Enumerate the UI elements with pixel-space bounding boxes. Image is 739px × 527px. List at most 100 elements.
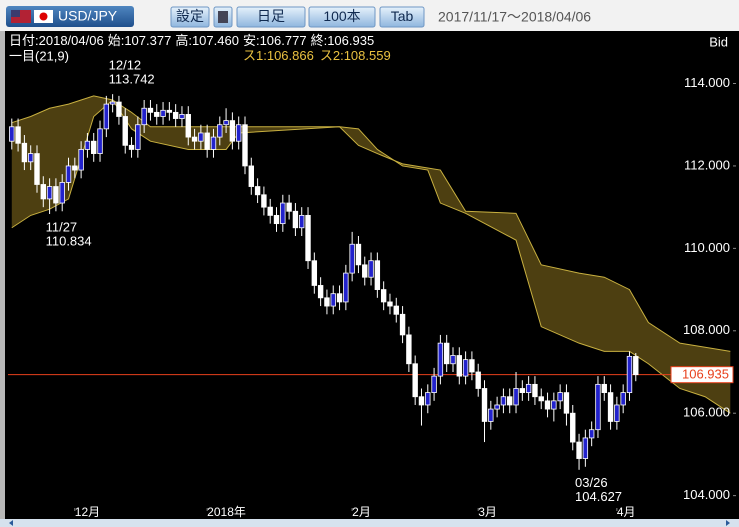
value: 2018/04/06	[39, 33, 104, 48]
price-label-box	[670, 366, 734, 384]
candle-body	[431, 375, 437, 394]
button-label[interactable]: 設定	[176, 8, 204, 24]
candle-body	[267, 206, 273, 216]
candle-body	[507, 396, 513, 406]
jp-flag-sun	[39, 12, 48, 21]
candle-body	[450, 355, 456, 365]
candle-body	[336, 293, 343, 303]
candle-body	[59, 182, 65, 204]
candle-body	[311, 260, 318, 286]
x-tick-label: 2018年	[207, 505, 246, 519]
candle-body	[595, 383, 601, 431]
candle-body	[525, 383, 532, 394]
candle-body	[425, 392, 431, 406]
candle-body	[46, 186, 53, 200]
candle-body	[563, 392, 570, 414]
candle-body	[217, 124, 223, 138]
header-quote: 日付:2018/04/06 始:107.377 高:107.460 安:106.777…	[9, 33, 374, 48]
label: ス1:	[243, 48, 267, 63]
candle-body	[607, 392, 614, 422]
candle-body	[273, 214, 280, 225]
annotation-date: 11/27	[46, 219, 78, 234]
candle-body	[481, 388, 488, 422]
scrollbar[interactable]	[0, 519, 739, 527]
label: 安:	[243, 33, 260, 48]
candle-body	[160, 109, 166, 117]
candle-body	[286, 202, 292, 212]
value: 107.377	[124, 33, 171, 48]
candle-body	[235, 124, 242, 142]
candle-body	[387, 301, 393, 307]
candle-body	[147, 107, 154, 113]
candle-body	[488, 408, 494, 422]
price-label: 106.935	[682, 367, 729, 382]
candle-body	[601, 383, 607, 394]
candle-body	[551, 400, 557, 410]
button-label[interactable]: 100本	[323, 8, 360, 24]
candle-body	[544, 400, 551, 410]
value: 107.460	[192, 33, 239, 48]
candle-body	[185, 114, 191, 138]
candle-body	[135, 124, 141, 150]
settings-button[interactable]	[170, 6, 210, 28]
candle-body	[532, 383, 538, 398]
candle-body	[557, 392, 563, 402]
candle-body	[324, 297, 330, 307]
candle-body	[475, 371, 481, 389]
candle-body	[84, 140, 91, 150]
candle-body	[116, 101, 122, 117]
candle-body	[91, 140, 97, 154]
candle-body	[122, 116, 128, 146]
calculator-icon	[218, 11, 228, 23]
candle-body	[248, 165, 254, 187]
cloud-fill	[11, 95, 731, 414]
candle-body	[582, 437, 589, 459]
candle-body	[614, 404, 620, 422]
candle-body	[210, 136, 217, 150]
candle-body	[97, 128, 103, 154]
value: 106.777	[260, 33, 307, 48]
candle-body	[299, 214, 305, 229]
y-tick-label: 110.000	[684, 240, 730, 255]
label: 終:	[311, 33, 328, 48]
candle-body	[72, 165, 78, 171]
candle-body	[633, 356, 639, 376]
y-tick-label: 104.000	[683, 487, 730, 502]
candle-body	[27, 153, 34, 163]
candle-body	[494, 404, 500, 410]
candle-body	[179, 114, 185, 119]
period-button[interactable]	[236, 6, 306, 28]
candle-body	[109, 101, 116, 105]
candle-body	[317, 285, 324, 299]
count-button[interactable]	[308, 6, 376, 28]
candle-body	[620, 392, 626, 406]
candle-body	[40, 184, 46, 200]
candle-body	[78, 149, 84, 171]
annotation-value: 110.834	[46, 233, 92, 248]
symbol[interactable]: USD/JPY	[58, 8, 118, 24]
candle-body	[412, 363, 418, 398]
candle-body	[242, 124, 248, 167]
candle-body	[343, 272, 349, 303]
label: 日付:	[9, 33, 39, 48]
candle-body	[399, 313, 406, 336]
y-tick-label: 112.000	[684, 157, 730, 172]
x-tick-label: 2月	[352, 505, 371, 519]
candle-body	[443, 342, 450, 365]
button-label[interactable]: Tab	[391, 8, 414, 24]
candle-body	[349, 243, 355, 274]
tab-button[interactable]	[379, 6, 425, 28]
candle-body	[393, 305, 399, 315]
candle-body	[191, 136, 198, 142]
x-tick-label: 12月	[75, 505, 100, 519]
x-tick-label: 3月	[478, 505, 497, 519]
value: 106.935	[327, 33, 374, 48]
us-flag-canton	[11, 10, 20, 17]
button-label[interactable]: 日足	[257, 8, 285, 24]
label: 高:	[175, 33, 192, 48]
candle-body	[34, 153, 40, 185]
candle-body	[513, 388, 519, 406]
annotation-date: 03/26	[575, 475, 608, 490]
value: 106.866	[267, 48, 314, 63]
